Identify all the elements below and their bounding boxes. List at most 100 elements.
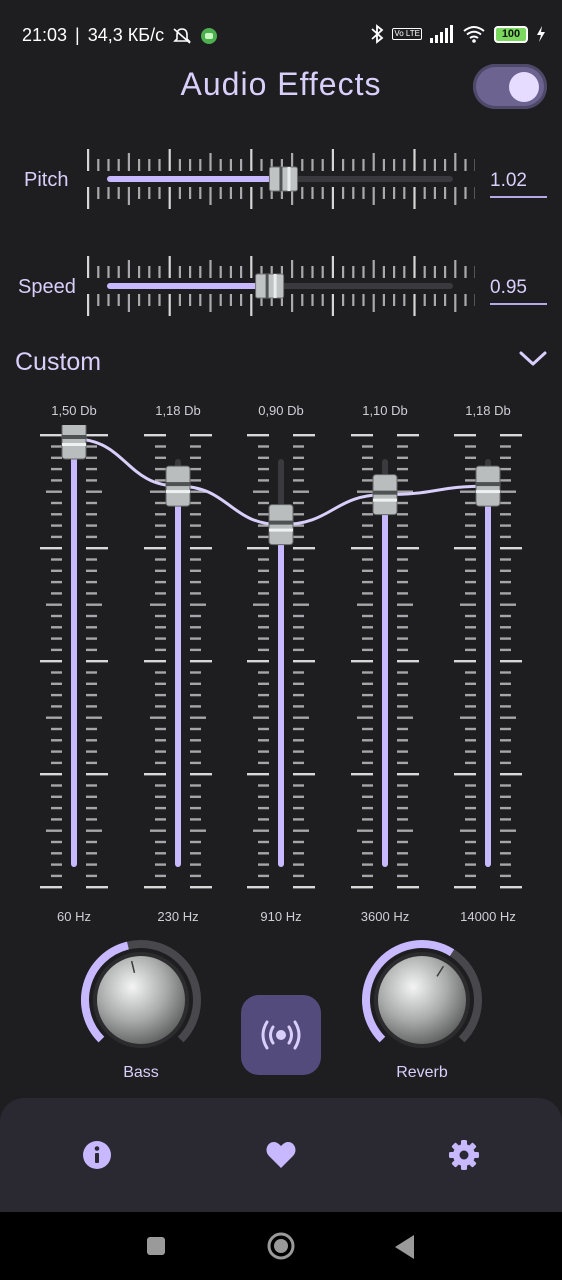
- nav-settings[interactable]: [447, 1138, 481, 1172]
- eq-tick: [454, 773, 476, 776]
- eq-band-thumb[interactable]: [372, 474, 398, 516]
- eq-tick: [500, 648, 511, 652]
- ruler-tick: [291, 260, 294, 278]
- eq-tick: [465, 580, 476, 584]
- ruler-tick: [444, 266, 447, 278]
- ruler-tick: [260, 159, 263, 171]
- eq-tick: [155, 852, 166, 855]
- home-button[interactable]: [266, 1231, 296, 1261]
- preset-selector[interactable]: Custom: [15, 348, 102, 376]
- equalizer-sliders[interactable]: [0, 425, 562, 905]
- eq-tick: [190, 693, 201, 697]
- chevron-down-icon[interactable]: [518, 348, 548, 368]
- wifi-icon: [463, 26, 485, 43]
- pitch-slider[interactable]: [85, 144, 475, 214]
- ruler-tick: [372, 153, 375, 171]
- eq-tick: [258, 840, 269, 844]
- eq-band-thumb[interactable]: [61, 425, 87, 460]
- eq-tick: [155, 840, 166, 844]
- speed-slider[interactable]: [85, 251, 475, 321]
- ruler-tick: [321, 159, 324, 171]
- eq-tick: [46, 490, 62, 493]
- eq-band-thumb[interactable]: [475, 465, 501, 507]
- pitch-value-input[interactable]: 1.02: [490, 170, 547, 198]
- eq-tick: [190, 829, 206, 832]
- effects-toggle[interactable]: [473, 64, 547, 109]
- eq-tick: [190, 547, 212, 550]
- ruler-tick: [342, 187, 345, 199]
- eq-tick: [190, 750, 201, 753]
- eq-tick: [293, 671, 304, 674]
- eq-tick: [397, 626, 408, 629]
- gear-icon: [449, 1140, 479, 1170]
- speed-value-input[interactable]: 0.95: [490, 277, 547, 305]
- eq-tick: [397, 501, 408, 505]
- eq-tick: [258, 569, 269, 572]
- ruler-tick: [454, 294, 457, 312]
- eq-tick: [362, 513, 373, 516]
- eq-tick: [40, 434, 62, 437]
- eq-tick: [500, 445, 511, 448]
- eq-fill: [278, 524, 284, 867]
- eq-tick: [258, 501, 269, 505]
- eq-tick: [51, 806, 62, 810]
- eq-tick: [293, 739, 304, 742]
- ruler-tick: [382, 159, 385, 171]
- nav-favorites[interactable]: [264, 1138, 298, 1172]
- eq-tick: [86, 535, 97, 539]
- eq-band-thumb[interactable]: [165, 465, 191, 507]
- pitch-thumb[interactable]: [268, 166, 298, 192]
- ruler-tick: [189, 159, 192, 171]
- eq-tick: [397, 750, 408, 753]
- eq-tick: [500, 501, 511, 505]
- bass-knob[interactable]: [79, 938, 203, 1062]
- eq-tick: [500, 535, 511, 539]
- eq-tick: [397, 660, 419, 663]
- ruler-tick: [148, 187, 151, 199]
- eq-tick: [190, 467, 201, 471]
- eq-tick: [155, 580, 166, 584]
- eq-tick: [397, 580, 408, 584]
- ruler-tick: [301, 159, 304, 171]
- eq-tick: [190, 818, 201, 821]
- eq-tick: [465, 693, 476, 697]
- eq-tick: [362, 818, 373, 821]
- eq-tick: [454, 886, 476, 889]
- eq-tick: [40, 773, 62, 776]
- eq-tick: [150, 603, 166, 606]
- eq-tick: [51, 693, 62, 697]
- ruler-tick: [250, 187, 253, 209]
- ruler-tick: [209, 187, 212, 205]
- system-navigation-bar: [0, 1212, 562, 1280]
- eq-tick: [86, 705, 97, 708]
- network-speed: 34,3 КБ/с: [87, 25, 165, 45]
- eq-tick: [51, 467, 62, 471]
- volte-badge: Vo LTE: [392, 28, 422, 40]
- eq-band-thumb[interactable]: [268, 504, 294, 546]
- ruler-tick: [433, 159, 436, 171]
- reverb-knob[interactable]: [360, 938, 484, 1062]
- eq-tick: [190, 626, 201, 629]
- eq-tick: [258, 535, 269, 539]
- eq-tick: [258, 806, 269, 810]
- eq-tick: [397, 773, 419, 776]
- recents-button[interactable]: [146, 1236, 166, 1256]
- ruler-tick: [219, 159, 222, 171]
- eq-tick: [51, 580, 62, 584]
- surround-button[interactable]: [241, 995, 321, 1075]
- eq-tick: [190, 603, 206, 606]
- eq-tick: [51, 513, 62, 516]
- eq-tick: [190, 580, 201, 584]
- surround-sound-icon: [261, 1020, 301, 1050]
- eq-tick: [86, 558, 97, 561]
- eq-tick: [362, 693, 373, 697]
- eq-tick: [362, 863, 373, 866]
- speed-thumb[interactable]: [255, 273, 285, 299]
- ruler-tick: [240, 266, 243, 278]
- nav-info[interactable]: [80, 1138, 114, 1172]
- back-button[interactable]: [394, 1234, 416, 1260]
- eq-tick: [155, 818, 166, 821]
- ruler-tick: [321, 187, 324, 199]
- ruler-tick: [321, 266, 324, 278]
- eq-tick: [397, 558, 408, 561]
